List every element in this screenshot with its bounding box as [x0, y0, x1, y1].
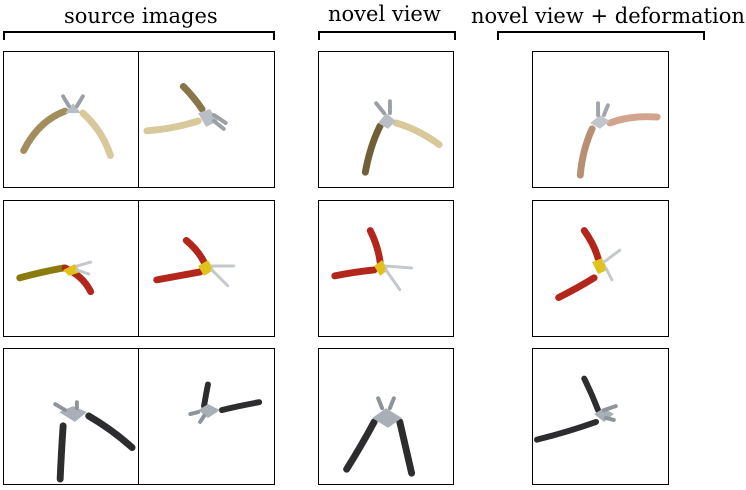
- row3-novel-view: [318, 348, 454, 485]
- pliers-image: [576, 101, 661, 179]
- pliers-image: [188, 381, 263, 424]
- brace-source: [3, 31, 275, 40]
- row1-source-image-1: [3, 51, 139, 188]
- pliers-image: [153, 236, 236, 288]
- pliers-image: [343, 396, 416, 477]
- pliers-image: [143, 83, 228, 135]
- row3-source-image-2: [138, 348, 275, 485]
- row1-deformed-view: [532, 51, 669, 188]
- row3-source-image-1: [3, 348, 139, 485]
- pliers-image: [361, 99, 443, 176]
- brace-deform: [497, 31, 705, 40]
- row3-deformed-view: [532, 348, 669, 485]
- pliers-image: [331, 227, 414, 292]
- header-source-images: source images: [64, 4, 218, 28]
- brace-novel: [318, 31, 456, 40]
- row1-source-image-2: [138, 51, 275, 188]
- row2-source-image-2: [138, 200, 275, 337]
- pliers-image: [53, 400, 136, 483]
- pliers-image: [533, 375, 618, 443]
- pliers-image: [20, 94, 114, 159]
- pliers-image: [555, 227, 622, 302]
- header-novel-view: novel view: [328, 2, 441, 26]
- row2-deformed-view: [532, 200, 669, 337]
- pliers-image: [16, 260, 95, 296]
- row1-novel-view: [318, 51, 454, 188]
- row2-novel-view: [318, 200, 454, 337]
- header-novel-view-deformation: novel view + deformation: [471, 4, 745, 28]
- row2-source-image-1: [3, 200, 139, 337]
